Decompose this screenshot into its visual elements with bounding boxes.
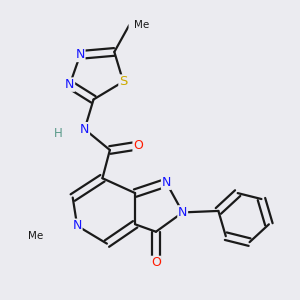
- Text: O: O: [151, 256, 161, 269]
- Text: Me: Me: [28, 231, 43, 241]
- Text: N: N: [76, 48, 85, 62]
- Text: N: N: [162, 176, 171, 189]
- Text: S: S: [119, 75, 128, 88]
- Text: N: N: [73, 219, 82, 232]
- Text: N: N: [65, 78, 74, 91]
- Text: O: O: [133, 139, 143, 152]
- Text: N: N: [178, 206, 188, 219]
- Text: Me: Me: [134, 20, 149, 30]
- Text: H: H: [53, 127, 62, 140]
- Text: N: N: [80, 123, 89, 136]
